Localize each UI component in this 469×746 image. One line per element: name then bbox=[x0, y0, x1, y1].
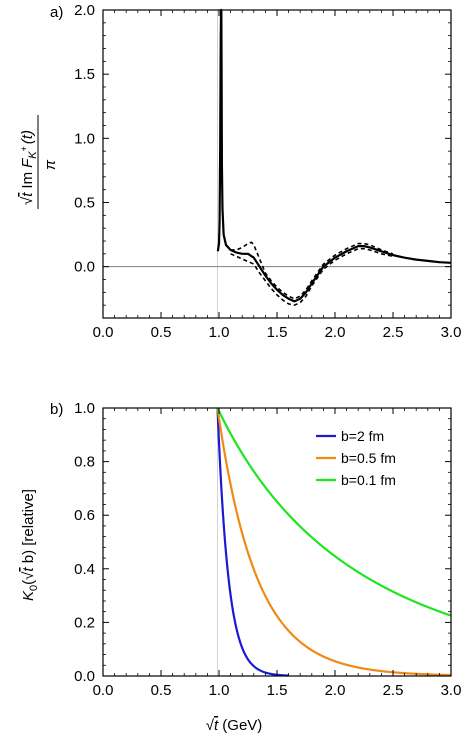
panel-b-ylabel-sub: 0 bbox=[28, 585, 40, 591]
panel-a-ylabel-sub: K bbox=[27, 151, 39, 159]
panel-a-x-tick-label: 2.5 bbox=[383, 324, 404, 341]
panel-a-ylabel-F: F bbox=[19, 158, 36, 168]
panel-a-ylabel-denominator: π bbox=[42, 159, 59, 170]
panel-b-y-tick-label: 0.6 bbox=[74, 507, 95, 524]
panel-b-ylabel-K: K bbox=[20, 590, 37, 601]
panel-b-y-axis-title: K0(√t b) [relative] bbox=[20, 489, 40, 601]
panel-b-y-tick-label: 0.2 bbox=[74, 614, 95, 631]
panel-a-y-ticks: 0.0 0.5 1.0 1.5 2.0 bbox=[74, 2, 451, 306]
panel-b-x-ticks: 0.0 0.5 1.0 1.5 2.0 2.5 3.0 bbox=[93, 408, 462, 699]
panel-a-y-tick-label: 0.5 bbox=[74, 195, 95, 212]
panel-a-series-solid-0 bbox=[216, 8, 452, 303]
panel-b-y-tick-label: 0.8 bbox=[74, 454, 95, 471]
panel-b-legend: b=2 fm b=0.5 fm b=0.1 fm bbox=[316, 428, 396, 488]
panel-a-x-tick-label: 1.5 bbox=[267, 324, 288, 341]
legend-label-0: b=2 fm bbox=[341, 428, 384, 444]
panel-b-x-tick-label: 2.0 bbox=[325, 682, 346, 699]
panel-b-x-tick-label: 0.5 bbox=[151, 682, 172, 699]
panel-b-x-axis-title: √t (GeV) bbox=[206, 717, 263, 734]
panel-a-ylabel-sup: + bbox=[19, 146, 29, 151]
panel-a-ylabel-im: Im bbox=[19, 172, 36, 189]
panel-b-frame bbox=[102, 407, 452, 677]
panel-b-ylabel: K0(√t b) [relative] bbox=[20, 489, 40, 601]
panel-b-xlabel-sqrt-symbol: √ bbox=[206, 717, 215, 734]
panel-a-ylabel-arg: (t) bbox=[19, 130, 36, 144]
panel-b-y-tick-label: 0.0 bbox=[74, 668, 95, 685]
panel-b-plot-border bbox=[102, 407, 452, 677]
panel-b-ylabel-post: b) [relative] bbox=[20, 489, 37, 567]
panel-b-x-tick-label: 1.5 bbox=[267, 682, 288, 699]
panel-b: b) 0.0 0.5 1.0 1.5 2.0 2.5 3.0 0.0 0.2 0.4 0.6 0.8… bbox=[20, 400, 461, 734]
panel-b-y-ticks: 0.0 0.2 0.4 0.6 0.8 1.0 bbox=[74, 400, 451, 685]
panel-a-label: a) bbox=[50, 4, 63, 21]
panel-a-plot-border bbox=[102, 9, 452, 319]
panel-a-x-tick-label: 3.0 bbox=[441, 324, 462, 341]
panel-b-series-line-0 bbox=[216, 407, 289, 677]
legend-label-2: b=0.1 fm bbox=[341, 472, 396, 488]
panel-b-ylabel-sqrt-var: t bbox=[20, 567, 37, 572]
panel-a: a) 0.0 0.5 1.0 1.5 2.0 2.5 3.0 0.0 0.5 1.0 1.5 2.0… bbox=[19, 2, 461, 341]
panel-b-series-line-2 bbox=[216, 407, 452, 617]
panel-a-series-dashed-1 bbox=[230, 241, 394, 300]
panel-b-ylabel-open: ( bbox=[20, 580, 37, 585]
panel-b-label: b) bbox=[50, 401, 63, 418]
panel-b-xlabel-post: (GeV) bbox=[218, 717, 262, 734]
panel-b-series-group bbox=[216, 407, 452, 677]
panel-a-ylabel-sqrt-var: t bbox=[19, 192, 36, 197]
panel-a-frame bbox=[102, 9, 452, 319]
panel-b-x-tick-label: 0.0 bbox=[93, 682, 114, 699]
panel-b-series-line-1 bbox=[216, 407, 452, 677]
panel-b-x-tick-label: 1.0 bbox=[209, 682, 230, 699]
panel-a-y-axis-title: √t Im FK+ (t) π bbox=[19, 115, 59, 209]
panel-a-x-tick-label: 0.5 bbox=[151, 324, 172, 341]
panel-b-x-tick-label: 2.5 bbox=[383, 682, 404, 699]
panel-a-ylabel-sqrt-symbol: √ bbox=[19, 196, 36, 205]
panel-a-x-tick-label: 2.0 bbox=[325, 324, 346, 341]
panel-b-y-tick-label: 0.4 bbox=[74, 561, 95, 578]
panel-a-ylabel-numerator: √t Im FK+ (t) bbox=[19, 130, 39, 205]
panel-b-xlabel-sqrt-var: t bbox=[214, 717, 219, 734]
panel-a-series-group bbox=[216, 8, 452, 306]
panel-b-y-tick-label: 1.0 bbox=[74, 400, 95, 417]
panel-a-series-dashed-2 bbox=[230, 247, 394, 306]
panel-a-y-tick-label: 1.0 bbox=[74, 130, 95, 147]
panel-a-y-tick-label: 2.0 bbox=[74, 2, 95, 19]
panel-b-x-tick-label: 3.0 bbox=[441, 682, 462, 699]
panel-b-ylabel-sqrt-symbol: √ bbox=[20, 571, 37, 580]
panel-a-x-tick-label: 0.0 bbox=[93, 324, 114, 341]
panel-a-x-ticks: 0.0 0.5 1.0 1.5 2.0 2.5 3.0 bbox=[93, 10, 462, 341]
legend-label-1: b=0.5 fm bbox=[341, 450, 396, 466]
panel-a-y-tick-label: 0.0 bbox=[74, 259, 95, 276]
panel-a-y-tick-label: 1.5 bbox=[74, 66, 95, 83]
panel-a-x-tick-label: 1.0 bbox=[209, 324, 230, 341]
